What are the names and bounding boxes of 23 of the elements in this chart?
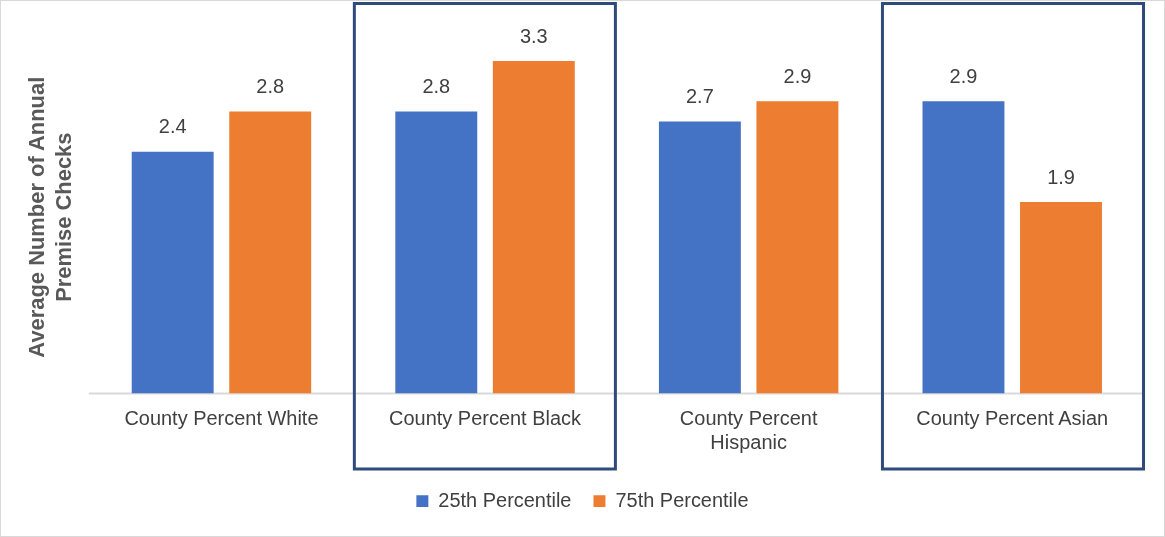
data-label: 1.9: [1047, 165, 1075, 188]
legend-label: 75th Percentile: [615, 488, 749, 511]
x-tick-label: County Percent Asian: [916, 406, 1109, 429]
data-label: 2.9: [949, 64, 978, 87]
x-tick-label: County Percent Black: [389, 406, 582, 429]
x-tick-label: County Percent White: [124, 406, 319, 429]
data-label: 2.7: [686, 85, 714, 108]
bar: [229, 111, 312, 394]
data-label: 3.3: [519, 24, 548, 47]
bar: [756, 101, 839, 394]
y-axis-title: Average Number of Annual Premise Checks: [24, 76, 76, 358]
data-label: 2.8: [422, 74, 451, 97]
data-label: 2.8: [256, 74, 285, 97]
bar: [131, 151, 214, 394]
data-label: 2.9: [783, 64, 812, 87]
bar: [1020, 202, 1102, 394]
bar: [395, 111, 478, 394]
x-tick-label: County Percent Hispanic: [679, 406, 818, 453]
bar: [492, 61, 575, 394]
legend-label: 25th Percentile: [438, 488, 572, 511]
bar: [658, 121, 741, 394]
bar: [922, 101, 1005, 394]
data-label: 2.4: [158, 115, 187, 138]
